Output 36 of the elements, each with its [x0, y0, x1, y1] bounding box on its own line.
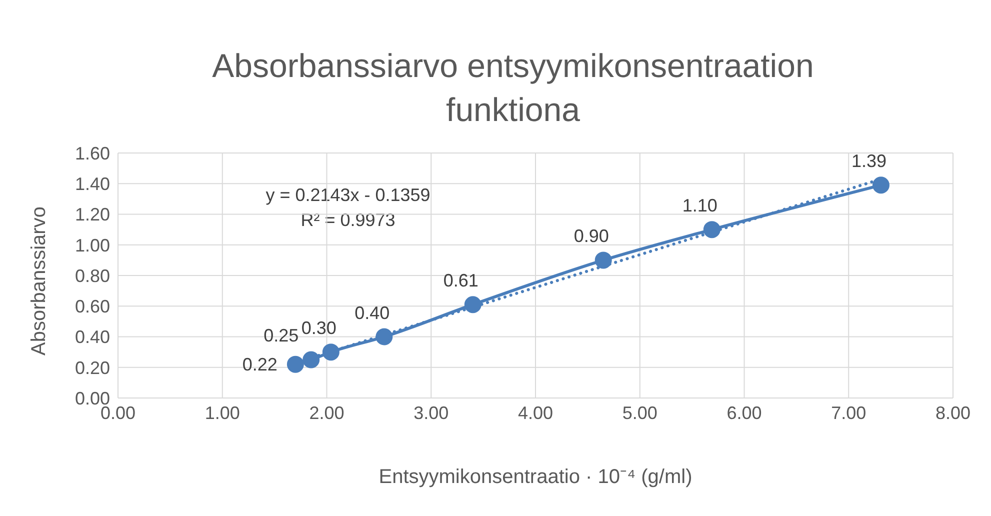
point	[376, 328, 393, 346]
data-label: 1.39	[851, 151, 887, 172]
y-tick-label: 0.40	[74, 327, 110, 348]
y-tick-label: 1.20	[74, 204, 110, 225]
data-label: 1.10	[682, 196, 718, 216]
y-tick-label: 1.40	[74, 174, 110, 194]
point	[703, 221, 720, 238]
point	[322, 344, 340, 361]
data-label: 0.25	[264, 326, 299, 346]
y-tick-label: 1.60	[74, 143, 110, 164]
data-label: 0.61	[443, 270, 478, 291]
x-tick-label: 2.00	[309, 402, 344, 423]
y-tick-label: 0.20	[74, 358, 110, 378]
x-axis-title: Entsyymikonsentraatio · 10⁻⁴ (g/ml)	[378, 466, 692, 488]
data-label: 0.90	[574, 226, 609, 246]
x-tick-label: 1.00	[204, 402, 240, 423]
point	[594, 252, 612, 269]
x-tick-label: 3.00	[414, 402, 449, 423]
data-label: 0.30	[301, 318, 336, 338]
x-tick-label: 5.00	[622, 402, 658, 423]
data-label: 0.22	[242, 354, 278, 374]
chart-title: Absorbanssiarvo entsyymikonsentraation funktiona	[211, 46, 815, 130]
data-label: 0.40	[354, 302, 390, 323]
x-tick-label: 4.00	[518, 402, 554, 423]
y-tick-label: 1.00	[74, 235, 110, 256]
annotation: y = 0.2143x - 0.1359	[264, 184, 432, 207]
point	[464, 296, 482, 314]
y-tick-label: 0.80	[74, 266, 110, 286]
x-tick-label: 7.00	[831, 402, 866, 423]
y-axis-title: Absorbanssiarvo	[28, 206, 50, 356]
x-tick-label: 8.00	[935, 402, 971, 423]
x-tick-label: 6.00	[726, 402, 762, 423]
point	[286, 356, 304, 373]
point	[872, 176, 890, 194]
y-tick-label: 0.60	[74, 296, 110, 317]
point	[302, 351, 320, 368]
